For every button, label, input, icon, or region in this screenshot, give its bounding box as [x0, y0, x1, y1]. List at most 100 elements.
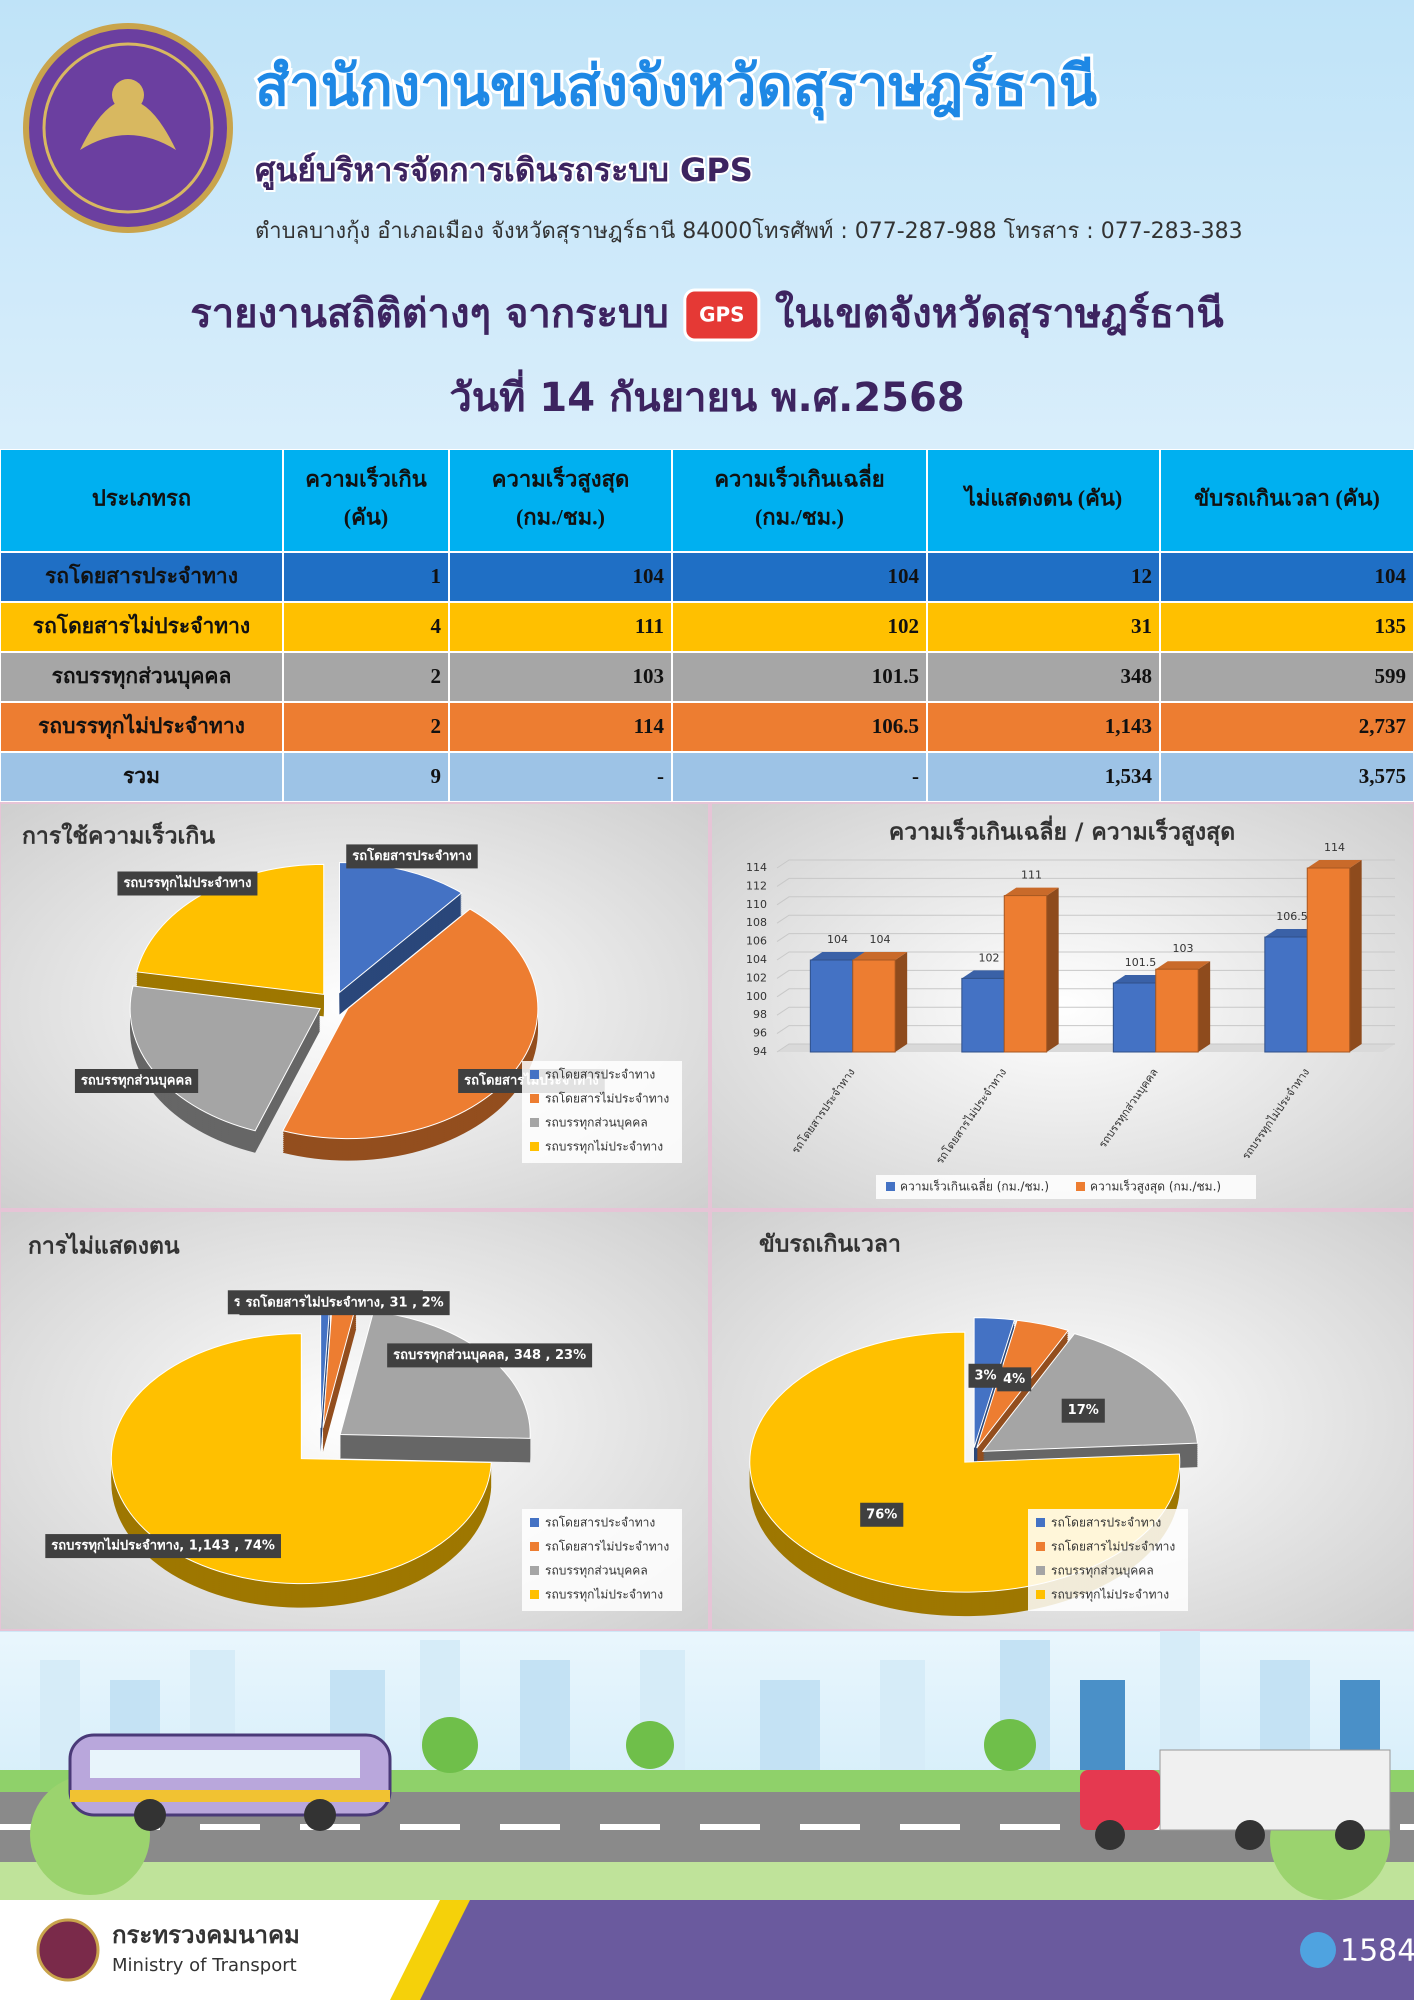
data-label: 17%	[1068, 1403, 1099, 1418]
table-cell	[450, 703, 671, 751]
bar-top	[1264, 929, 1320, 937]
table-cell-text: 114	[634, 714, 665, 738]
data-label: รถโดยสารประจำทาง	[352, 847, 471, 864]
report-title: ในเขตจังหวัดสุราษฎร์ธานี	[775, 290, 1224, 339]
data-label: 101.5	[1125, 956, 1157, 969]
data-label: 104	[827, 933, 848, 946]
bar-side	[1198, 961, 1211, 1052]
table-cell	[928, 753, 1159, 801]
report-date: วันที่ 14 กันยายน พ.ศ.2568	[449, 369, 964, 421]
table-cell-text: -	[912, 764, 919, 788]
table-cell	[450, 753, 671, 801]
table-cell	[1161, 753, 1413, 801]
table-header-cell	[284, 450, 448, 551]
table-header-cell	[673, 450, 926, 551]
table-header-cell	[450, 450, 671, 551]
table-cell-text: รถโดยสารประจำทาง	[45, 563, 238, 588]
table-cell-text: 9	[431, 764, 442, 788]
city-illustration	[0, 1630, 1414, 1900]
table-cell	[1161, 603, 1413, 651]
y-tick-label: 100	[746, 990, 767, 1003]
table-cell	[1, 653, 282, 701]
bar	[852, 959, 896, 1053]
table-cell-text: 2	[431, 664, 442, 688]
data-label: รถบรรทุกส่วนบุคคล	[81, 1074, 192, 1089]
table-header-text: ความเร็วเกิน	[305, 465, 427, 492]
legend: รถโดยสารประจำทางรถโดยสารไม่ประจำทางรถบรร…	[1028, 1509, 1188, 1611]
table-cell	[284, 753, 448, 801]
chart-title: การใช้ความเร็วเกิน	[22, 821, 215, 850]
data-label-background	[117, 871, 258, 896]
legend-label: รถโดยสารประจำทาง	[545, 1068, 655, 1082]
table-cell-text: 31	[1131, 614, 1152, 638]
y-tick-label: 106	[746, 935, 767, 948]
table-cell	[1161, 703, 1413, 751]
legend-swatch	[530, 1118, 539, 1127]
legend-label: ความเร็วเกินเฉลี่ย (กม./ชม.)	[900, 1178, 1049, 1194]
table-cell-text: รถโดยสารไม่ประจำทาง	[33, 613, 250, 638]
data-label: 104	[869, 933, 890, 946]
table-cell	[1, 703, 282, 751]
logo	[23, 23, 233, 233]
data-label-background	[239, 1291, 450, 1316]
data-label: 111	[1021, 869, 1042, 882]
legend-label: รถบรรทุกไม่ประจำทาง	[545, 1140, 663, 1155]
header-title: สำนักงานขนส่งจังหวัดสุราษฎร์ธานี	[255, 54, 1097, 121]
table-cell-text: 102	[888, 614, 920, 638]
table-cell-text: 1	[431, 564, 442, 588]
data-label: รถบรรทุกส่วนบุคคล, 348 , 23%	[393, 1348, 586, 1363]
legend-swatch	[1036, 1542, 1045, 1551]
table-cell-text: 1,534	[1105, 764, 1153, 788]
grid-line	[776, 859, 1395, 869]
legend-label: รถบรรทุกไม่ประจำทาง	[1051, 1588, 1169, 1603]
table-cell	[673, 653, 926, 701]
data-label: รถโดยสารไม่ประจำทาง, 31 , 2%	[245, 1294, 443, 1311]
table-cell	[928, 603, 1159, 651]
grid-line	[776, 951, 1395, 961]
table-header-text: ประเภทรถ	[92, 486, 191, 511]
legend-background	[1028, 1509, 1188, 1611]
table-cell	[1, 553, 282, 601]
table-cell	[928, 703, 1159, 751]
chart-panel: ความเร็วเกินเฉลี่ย / ความเร็วสูงสุด 94 96 9…	[710, 802, 1414, 1210]
legend-swatch	[1036, 1566, 1045, 1575]
table-header-cell	[928, 450, 1159, 551]
table-cell-text: 111	[635, 614, 664, 638]
legend-label: รถบรรทุกส่วนบุคคล	[545, 1564, 648, 1579]
legend-label: รถโดยสารประจำทาง	[545, 1516, 655, 1530]
y-tick-label: 108	[746, 916, 767, 929]
plot-floor	[777, 1044, 1395, 1052]
y-tick-label: 112	[746, 879, 767, 892]
legend-label: รถโดยสารไม่ประจำทาง	[1051, 1540, 1175, 1554]
bar	[809, 959, 854, 1053]
grid-line	[776, 896, 1395, 906]
bar-top	[1307, 860, 1362, 868]
table-header-text: ไม่แสดงตน (คัน)	[963, 485, 1122, 511]
legend-label: รถบรรทุกไม่ประจำทาง	[545, 1588, 663, 1603]
table-cell	[450, 653, 671, 701]
data-label-background	[74, 1069, 199, 1093]
table-cell-text: 1,143	[1105, 714, 1152, 738]
legend-swatch	[530, 1070, 539, 1079]
table-cell-text: 348	[1121, 664, 1153, 688]
grid-line	[776, 914, 1395, 924]
bar-top	[1113, 975, 1168, 983]
table-cell	[673, 603, 926, 651]
report-title: รายงานสถิติต่างๆ จากระบบ	[190, 291, 669, 337]
data-label-background	[45, 1534, 281, 1559]
pie-slice	[981, 1333, 1199, 1452]
y-tick-label: 114	[746, 861, 767, 874]
footer-ministry-en: Ministry of Transport	[112, 1955, 297, 1976]
legend-label: รถโดยสารไม่ประจำทาง	[545, 1092, 669, 1106]
chart-panel: ขับรถเกินเวลา 3% 4% 17% 76% รถโดยสารประจำทางร…	[710, 1210, 1414, 1631]
data-label: 4%	[1003, 1372, 1025, 1387]
bar-side	[1046, 887, 1059, 1052]
table-cell	[284, 653, 448, 701]
y-tick-label: 94	[753, 1045, 767, 1058]
table-cell-text: -	[657, 764, 664, 788]
table-header-text: (กม./ชม.)	[755, 505, 844, 530]
table-cell-text: 104	[888, 564, 920, 588]
bar	[1306, 867, 1351, 1053]
table-header-cell	[1161, 450, 1413, 551]
y-tick-label: 104	[746, 953, 767, 966]
